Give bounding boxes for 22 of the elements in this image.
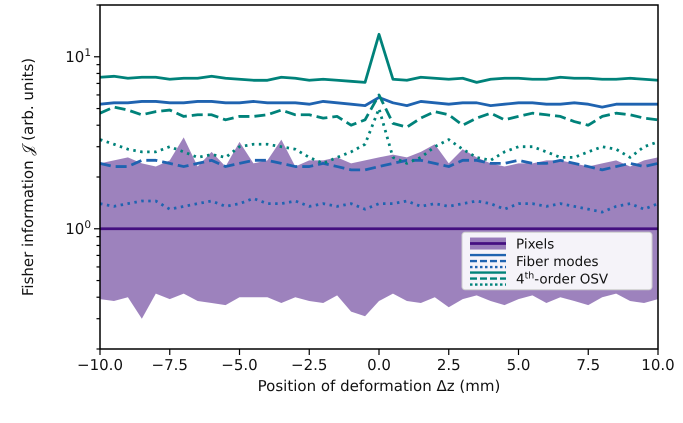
legend-label: Pixels (516, 236, 554, 253)
line-series (100, 96, 658, 108)
line-series (100, 94, 658, 129)
line-series (100, 107, 658, 165)
x-axis-title: Position of deformation Δz (mm) (258, 377, 500, 395)
x-tick-label: 10.0 (641, 356, 675, 374)
y-axis-title: Fisher information 𝒥 (arb. units) (19, 58, 37, 296)
line-series (100, 32, 658, 84)
x-tick-label: 0.0 (367, 356, 391, 374)
line-series (100, 197, 658, 214)
x-tick-label: −5.0 (221, 356, 258, 374)
line-series (100, 158, 658, 172)
x-tick-label: −7.5 (152, 356, 188, 374)
x-tick-label: 2.5 (436, 356, 461, 374)
y-tick-label: 10$^{1}$ (65, 46, 91, 66)
x-tick-label: −2.5 (291, 356, 328, 374)
legend-label: Fiber modes (516, 254, 599, 270)
x-tick-label: 7.5 (576, 356, 600, 374)
x-tick-label: −10.0 (77, 356, 123, 374)
y-tick-label: 10$^{0}$ (65, 218, 91, 238)
x-tick-label: 5.0 (506, 356, 530, 374)
legend-label: 4$^{th}$-order OSV (516, 270, 609, 288)
